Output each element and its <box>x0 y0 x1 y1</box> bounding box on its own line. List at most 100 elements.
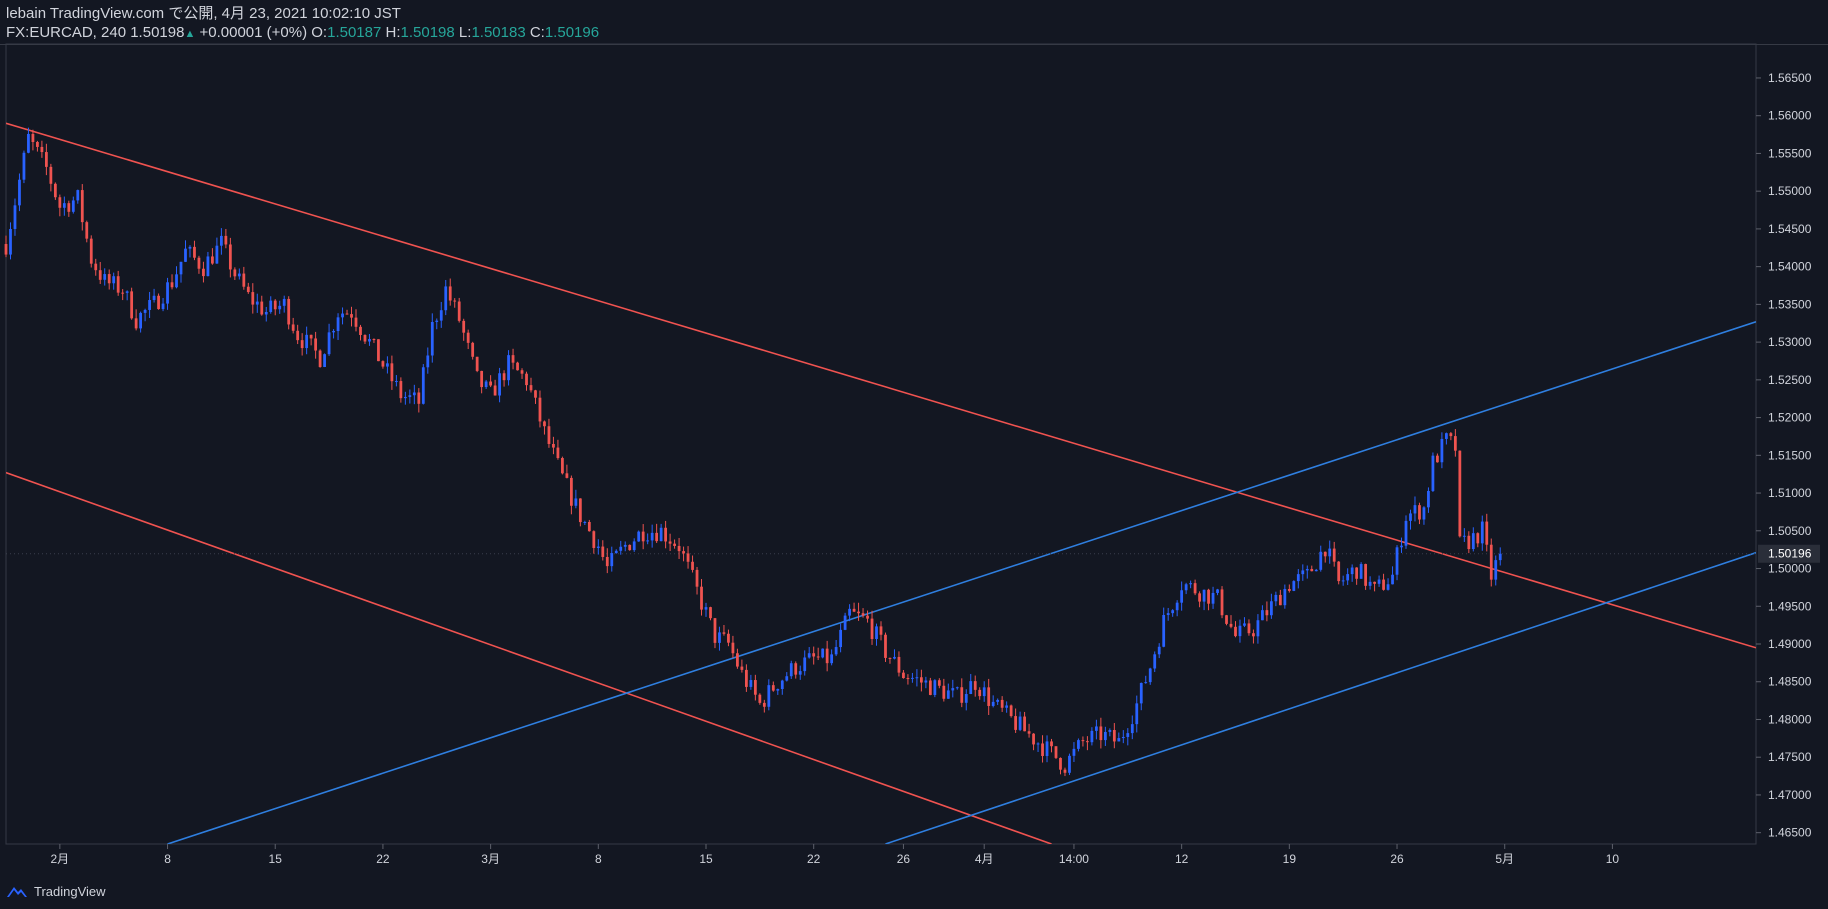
candle <box>1050 738 1053 753</box>
candle-body <box>282 298 286 306</box>
candle-body <box>1314 569 1318 572</box>
candle-body <box>1404 520 1408 546</box>
candle <box>305 326 309 355</box>
candle <box>704 602 708 617</box>
y-tick-label: 1.48500 <box>1768 675 1812 689</box>
candle <box>1135 695 1139 733</box>
candle <box>1117 732 1121 742</box>
candle <box>1243 617 1246 628</box>
candle <box>71 196 75 214</box>
candle-body <box>807 653 811 658</box>
candle <box>1440 432 1444 469</box>
candle <box>933 679 937 698</box>
candle <box>166 277 169 310</box>
trendlines[interactable] <box>6 122 1756 844</box>
candle-body <box>31 133 35 143</box>
candle-body <box>771 685 775 691</box>
candle <box>1009 704 1013 718</box>
candle <box>1391 566 1394 585</box>
candle <box>408 389 412 404</box>
y-tick-label: 1.56000 <box>1768 109 1812 123</box>
price-axis[interactable]: 1.56500 1.56000 1.55500 1.55000 1.54500 1.540… <box>1756 71 1820 840</box>
candle <box>1175 600 1179 617</box>
candle-body <box>592 531 596 548</box>
candle <box>924 676 928 689</box>
candle <box>98 261 102 284</box>
tradingview-brand[interactable]: TradingView <box>34 883 106 899</box>
trendline-red-lower[interactable] <box>6 471 1052 844</box>
candle <box>861 608 865 618</box>
candle <box>565 464 569 479</box>
candle-body <box>53 183 57 198</box>
candle-body <box>623 544 627 547</box>
candle <box>695 566 699 595</box>
candle <box>36 140 39 152</box>
candle-body <box>1036 743 1040 745</box>
candle <box>516 361 519 371</box>
candle <box>848 604 851 622</box>
symbol-label[interactable]: FX:EURCAD, 240 <box>6 24 127 41</box>
candle <box>1341 575 1345 586</box>
candle <box>53 182 57 200</box>
header-divider <box>0 44 1828 45</box>
trendline-blue-lower[interactable] <box>885 551 1756 844</box>
time-axis[interactable]: 2月 8 15 22 3月 8 15 22 26 4月 14:00 12 19 26 5月 10 <box>51 844 1620 866</box>
candle <box>1386 578 1390 591</box>
candle-body <box>237 273 241 277</box>
candle <box>520 368 524 379</box>
trendline-red-upper[interactable] <box>6 122 1756 649</box>
candle <box>336 313 340 340</box>
candle <box>484 379 488 389</box>
candle-body <box>1283 588 1287 606</box>
candle-body <box>251 292 255 305</box>
candle-body <box>839 629 843 648</box>
candle-body <box>148 300 151 310</box>
candle-body <box>426 355 430 368</box>
candle <box>1000 696 1004 712</box>
candle-body <box>1355 567 1359 579</box>
candle <box>866 610 869 623</box>
candle-body <box>534 390 537 398</box>
candle <box>1059 757 1062 775</box>
candle-body <box>1350 567 1354 575</box>
candle <box>830 649 834 666</box>
candle <box>1409 509 1412 530</box>
y-tick-label: 1.55500 <box>1768 146 1812 160</box>
candle <box>170 274 174 290</box>
trendline-blue-upper[interactable] <box>167 320 1756 844</box>
candle-body <box>937 680 941 686</box>
candle <box>1413 496 1417 522</box>
candle-body <box>1193 583 1197 594</box>
candle <box>363 334 367 344</box>
candle <box>736 648 739 669</box>
candle-body <box>372 339 376 341</box>
candle-body <box>1418 505 1421 520</box>
candle-body <box>830 654 834 664</box>
candle <box>937 678 941 689</box>
candle-body <box>664 527 668 542</box>
candle-body <box>242 273 246 287</box>
candle-body <box>1130 724 1134 734</box>
x-tick-label: 4月 <box>975 852 994 866</box>
candle-body <box>1243 623 1246 626</box>
x-tick-label: 5月 <box>1495 852 1514 866</box>
candle-body <box>377 339 380 362</box>
candle <box>1449 431 1453 441</box>
candle <box>309 334 313 346</box>
candle-body <box>785 676 789 681</box>
candle <box>1077 738 1080 752</box>
candle <box>955 686 959 690</box>
candle <box>85 220 89 243</box>
candle-body <box>507 355 510 381</box>
high-label: H: <box>385 24 401 41</box>
candle-body <box>184 248 187 262</box>
candle-body <box>1252 633 1255 637</box>
candle <box>58 194 62 217</box>
y-tick-label: 1.52000 <box>1768 411 1812 425</box>
candle <box>722 625 726 636</box>
candle-body <box>1480 521 1484 544</box>
candle-body <box>713 618 717 643</box>
candle-body <box>1386 584 1390 590</box>
candle <box>251 283 255 314</box>
